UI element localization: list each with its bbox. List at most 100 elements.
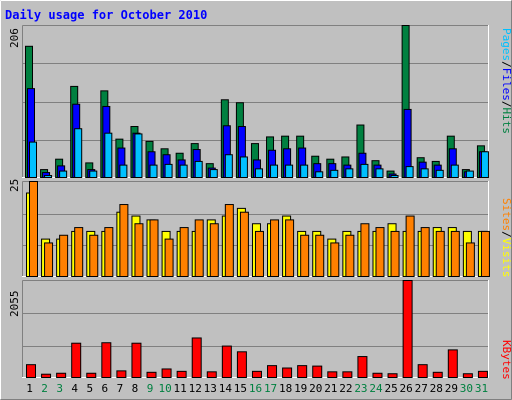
- day-label: 7: [117, 382, 124, 395]
- sites-bar: [300, 234, 310, 277]
- pages-bar: [239, 156, 248, 179]
- pages-bar: [420, 168, 429, 179]
- kbytes-bar: [86, 372, 97, 379]
- sites-bar: [270, 219, 280, 277]
- kbytes-bar: [131, 342, 142, 378]
- kbytes-bar: [447, 349, 458, 379]
- kbytes-bar: [206, 371, 217, 379]
- day-label: 4: [71, 382, 78, 395]
- pages-bar: [119, 164, 128, 179]
- kbytes-bar: [221, 345, 232, 379]
- day-label: 27: [415, 382, 428, 395]
- kbytes-bar: [267, 365, 278, 378]
- pages-bar: [224, 154, 233, 179]
- kbytes-bar: [297, 365, 308, 378]
- day-label: 15: [234, 382, 247, 395]
- pages-bar: [179, 164, 188, 179]
- top-legend: Pages/Files/Hits: [500, 28, 512, 134]
- kbytes-bar: [357, 356, 368, 379]
- sites-bar: [29, 181, 38, 277]
- legend-entry: Pages: [500, 28, 512, 61]
- day-label: 25: [384, 382, 397, 395]
- sites-bar: [224, 204, 234, 277]
- legend-entry: /: [500, 61, 512, 68]
- pages-bar: [315, 171, 324, 179]
- bottom-plot-area: [22, 280, 489, 378]
- pages-bar: [270, 164, 279, 179]
- pages-bar: [104, 132, 113, 178]
- day-label: 19: [294, 382, 307, 395]
- legend-entry: /: [500, 231, 512, 238]
- sites-bar: [104, 227, 114, 277]
- sites-bar: [345, 234, 355, 277]
- day-label: 16: [249, 382, 262, 395]
- svg-text:Pages/Files/Hits: Pages/Files/Hits: [500, 28, 512, 134]
- kbytes-bar: [327, 371, 338, 379]
- pages-bar: [209, 169, 218, 178]
- kbytes-bar: [56, 372, 67, 379]
- pages-bar: [360, 163, 369, 179]
- legend-entry: Visits: [500, 238, 512, 278]
- day-label: 26: [400, 382, 413, 395]
- pages-bar: [44, 175, 53, 179]
- kbytes-bar: [387, 373, 398, 378]
- day-label: 3: [56, 382, 63, 395]
- pages-bar: [330, 169, 339, 178]
- kbytes-bar: [402, 280, 413, 378]
- kbytes-bar: [191, 337, 202, 378]
- day-label: 29: [445, 382, 458, 395]
- day-label: 10: [158, 382, 171, 395]
- pages-bar: [164, 163, 173, 179]
- pages-bar: [465, 170, 474, 178]
- day-label: 28: [430, 382, 443, 395]
- kbytes-bar: [342, 371, 353, 379]
- sites-bar: [465, 242, 475, 278]
- sites-bar: [330, 242, 340, 278]
- pages-bar: [480, 151, 489, 178]
- sites-bar: [285, 219, 295, 277]
- day-label: 24: [369, 382, 383, 395]
- day-label: 13: [204, 382, 217, 395]
- pages-bar: [74, 128, 83, 179]
- sites-bar: [194, 219, 204, 277]
- sites-bar: [119, 204, 129, 277]
- sites-bar: [480, 230, 490, 277]
- kbytes-bar: [101, 342, 112, 379]
- sites-bar: [134, 223, 144, 278]
- kbytes-bar: [116, 370, 127, 379]
- sites-bar: [420, 227, 430, 277]
- kbytes-bar: [176, 370, 187, 378]
- kbytes-panel: [22, 280, 489, 379]
- day-label: 6: [102, 382, 109, 395]
- kbytes-bar: [417, 364, 428, 379]
- pages-bar: [89, 170, 98, 178]
- kbytes-bar: [312, 365, 323, 379]
- day-label: 2: [41, 382, 48, 395]
- legend-entry: Sites: [500, 198, 512, 231]
- hits-files-pages-panel: [22, 25, 489, 179]
- kbytes-bar: [236, 351, 247, 378]
- kbytes-bar: [146, 371, 157, 378]
- sites-bar: [360, 223, 370, 278]
- sites-bar: [149, 219, 159, 277]
- legend-entry: Files: [500, 68, 512, 101]
- kbytes-bar: [26, 364, 36, 379]
- kbytes-bar: [251, 370, 262, 378]
- day-label: 22: [339, 382, 352, 395]
- sites-bar: [450, 230, 460, 277]
- chart-title: Daily usage for October 2010: [5, 8, 207, 22]
- kbytes-bar: [372, 372, 383, 379]
- sites-bar: [254, 230, 264, 277]
- mid-legend: Sites/Visits: [500, 198, 512, 278]
- day-label: 5: [86, 382, 93, 395]
- sites-bar: [375, 227, 385, 277]
- pages-bar: [254, 168, 263, 179]
- svg-text:KBytes: KBytes: [500, 340, 512, 380]
- legend-entry: Hits: [500, 108, 512, 135]
- kbytes-bar: [432, 371, 443, 378]
- day-label: 1: [26, 382, 33, 395]
- sites-visits-panel: [22, 181, 490, 278]
- kbytes-bar: [477, 370, 488, 378]
- pages-bar: [300, 164, 309, 179]
